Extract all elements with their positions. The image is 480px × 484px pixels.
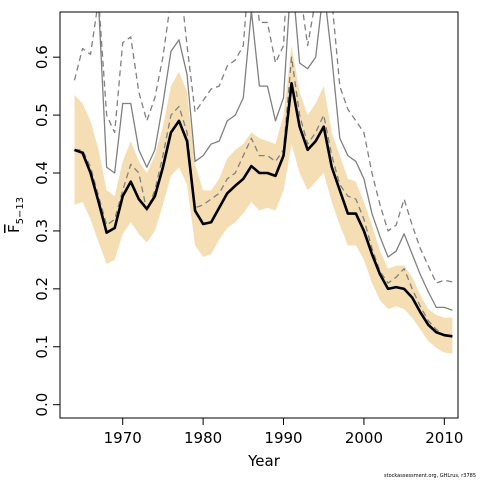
confidence-band: [74, 45, 453, 354]
y-axis-label-subscript: 5−13: [15, 197, 26, 224]
dashed-line: [73, 12, 453, 284]
y-tick-label: 0.4: [33, 161, 51, 185]
caption: stockassessment.org, GHLrus, r3785: [384, 473, 476, 479]
x-tick-label: 1970: [104, 429, 142, 447]
x-tick-label: 2010: [425, 429, 463, 447]
y-axis-label: F5−13: [5, 197, 26, 233]
y-tick-label: 0.5: [33, 103, 51, 127]
plot-frame: [59, 11, 459, 419]
y-tick-label: 0.3: [33, 219, 51, 243]
y-tick-label: 0.6: [33, 45, 51, 69]
y-tick-label: 0.0: [33, 393, 51, 417]
y-tick-label: 0.2: [33, 277, 51, 301]
y-axis-label-main: F: [5, 224, 23, 233]
x-tick-label: 1990: [264, 429, 302, 447]
y-tick-label: 0.1: [33, 335, 51, 359]
plot-area: [73, 12, 453, 354]
x-tick-label: 1980: [184, 429, 222, 447]
x-axis-label: Year: [247, 452, 281, 470]
line: [98, 12, 453, 311]
dashed-line: [74, 56, 453, 337]
x-tick-label: 2000: [345, 429, 383, 447]
line: [74, 81, 453, 338]
